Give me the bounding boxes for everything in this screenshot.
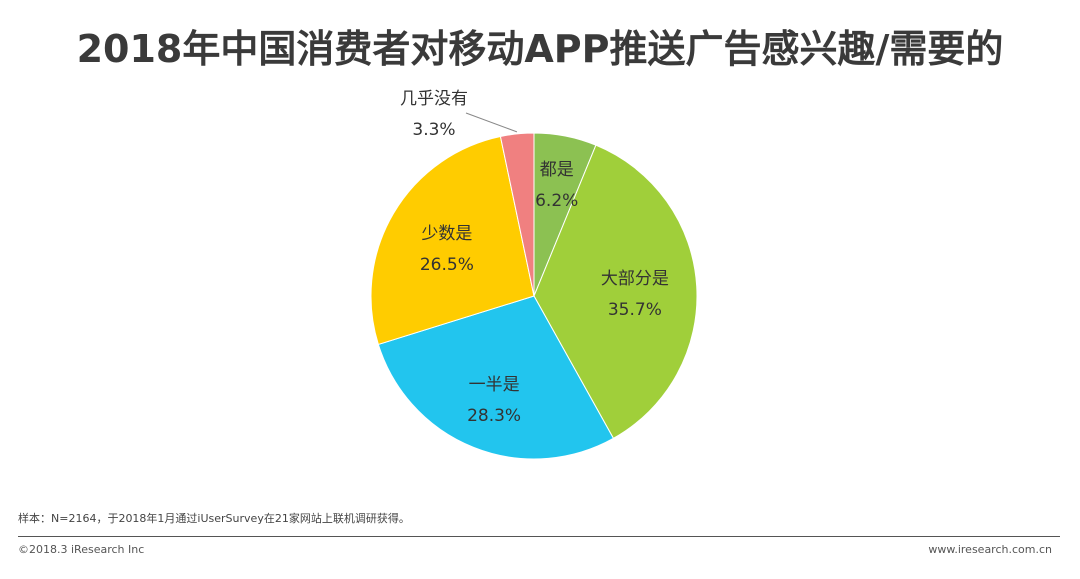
slice-value-label-half: 28.3% — [467, 406, 521, 426]
sample-footnote: 样本：N=2164，于2018年1月通过iUserSurvey在21家网站上联机… — [18, 512, 410, 525]
slice-category-label-almost-none: 几乎没有 — [400, 89, 468, 109]
pie-slice-half — [377, 295, 615, 460]
slice-value-label-almost-none: 3.3% — [412, 120, 455, 140]
pie-slices — [370, 132, 698, 460]
slice-category-label-all: 都是 — [540, 160, 574, 180]
slice-category-label-most: 大部分是 — [601, 269, 669, 289]
pie-slice-almost-none — [499, 132, 535, 297]
slice-value-label-all: 6.2% — [535, 191, 578, 211]
leader-line-almost-none — [465, 112, 518, 133]
slice-category-label-half: 一半是 — [469, 375, 520, 395]
pie-slice-few — [370, 135, 535, 346]
chart-title: 2018年中国消费者对移动APP推送广告感兴趣/需要的 — [76, 27, 1004, 71]
copyright-text: ©2018.3 iResearch Inc — [18, 543, 145, 556]
pie-slice-most — [533, 144, 698, 440]
slice-value-label-few: 26.5% — [420, 255, 474, 275]
website-link[interactable]: www.iresearch.com.cn — [928, 543, 1052, 556]
slice-labels: 都是 6.2% 大部分是 35.7% 一半是 28.3% 少数是 26.5% 几乎没有 3.3% — [400, 89, 669, 426]
slice-value-label-most: 35.7% — [608, 300, 662, 320]
leader-lines — [465, 112, 518, 133]
slice-category-label-few: 少数是 — [421, 224, 472, 244]
footer-divider — [18, 536, 1060, 537]
